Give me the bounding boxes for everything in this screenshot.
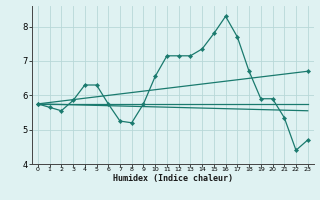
X-axis label: Humidex (Indice chaleur): Humidex (Indice chaleur) (113, 174, 233, 183)
